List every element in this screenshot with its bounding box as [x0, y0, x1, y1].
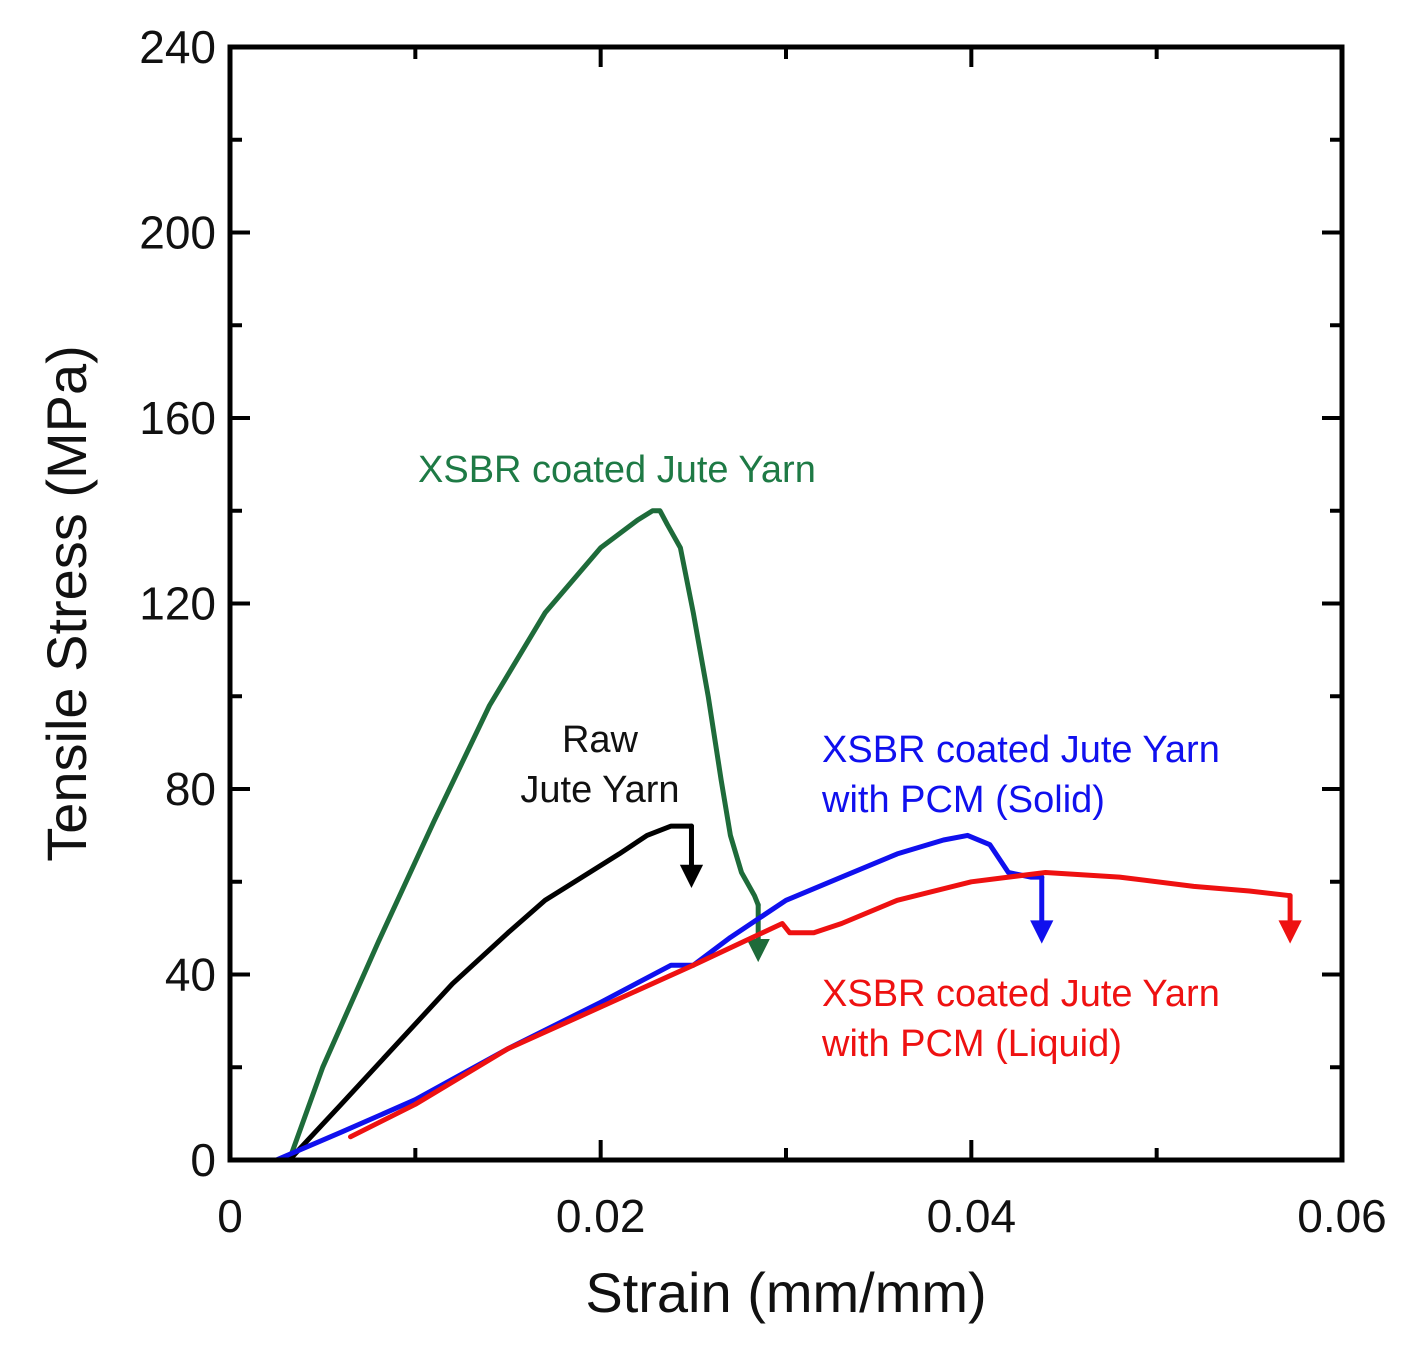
y-tick-label: 0 [190, 1134, 216, 1186]
y-tick-label: 80 [165, 763, 216, 815]
series-label-xsbr-coated-jute-yarn-with-pcm-solid: with PCM (Solid) [821, 779, 1105, 821]
series-label-xsbr-coated-jute-yarn: XSBR coated Jute Yarn [418, 449, 816, 491]
series-line-xsbr-coated-jute-yarn [286, 508, 761, 1163]
arrowhead-raw-jute-yarn [679, 864, 704, 888]
arrowhead-xsbr-coated-jute-yarn-with-pcm-liquid [1278, 920, 1302, 944]
x-tick-label: 0 [217, 1190, 243, 1242]
x-tick-label: 0.06 [1297, 1190, 1387, 1242]
y-tick-label: 120 [139, 578, 216, 630]
series-label-xsbr-coated-jute-yarn-with-pcm-liquid: XSBR coated Jute Yarn [822, 973, 1220, 1015]
series-labels: XSBR coated Jute Yarn Raw Jute Yarn XSBR co… [418, 449, 1220, 1065]
y-tick-label: 160 [139, 392, 216, 444]
y-tick-label: 240 [139, 21, 216, 73]
series-line-xsbr-coated-jute-yarn-with-pcm-liquid [348, 870, 1293, 1140]
series-line-raw-jute-yarn [286, 823, 694, 1163]
tick-labels: 0 0.02 0.04 0.06 0 40 80 120 160 200 240 [139, 21, 1387, 1242]
series-label-xsbr-coated-jute-yarn-with-pcm-solid: XSBR coated Jute Yarn [822, 729, 1220, 771]
series-label-raw-jute-yarn: Jute Yarn [520, 769, 679, 811]
x-tick-label: 0.02 [556, 1190, 646, 1242]
arrowhead-xsbr-coated-jute-yarn-with-pcm-solid [1030, 920, 1054, 944]
x-axis-title: Strain (mm/mm) [585, 1261, 986, 1324]
y-tick-label: 40 [165, 949, 216, 1001]
series-label-raw-jute-yarn: Raw [562, 719, 639, 761]
y-tick-label: 200 [139, 207, 216, 259]
series-label-xsbr-coated-jute-yarn-with-pcm-liquid: with PCM (Liquid) [821, 1023, 1122, 1065]
y-axis-title: Tensile Stress (MPa) [35, 345, 98, 862]
x-tick-label: 0.04 [927, 1190, 1017, 1242]
plot-frame [227, 44, 1345, 1163]
arrowhead-xsbr-coated-jute-yarn [746, 938, 770, 963]
series-lines [273, 508, 1302, 1163]
